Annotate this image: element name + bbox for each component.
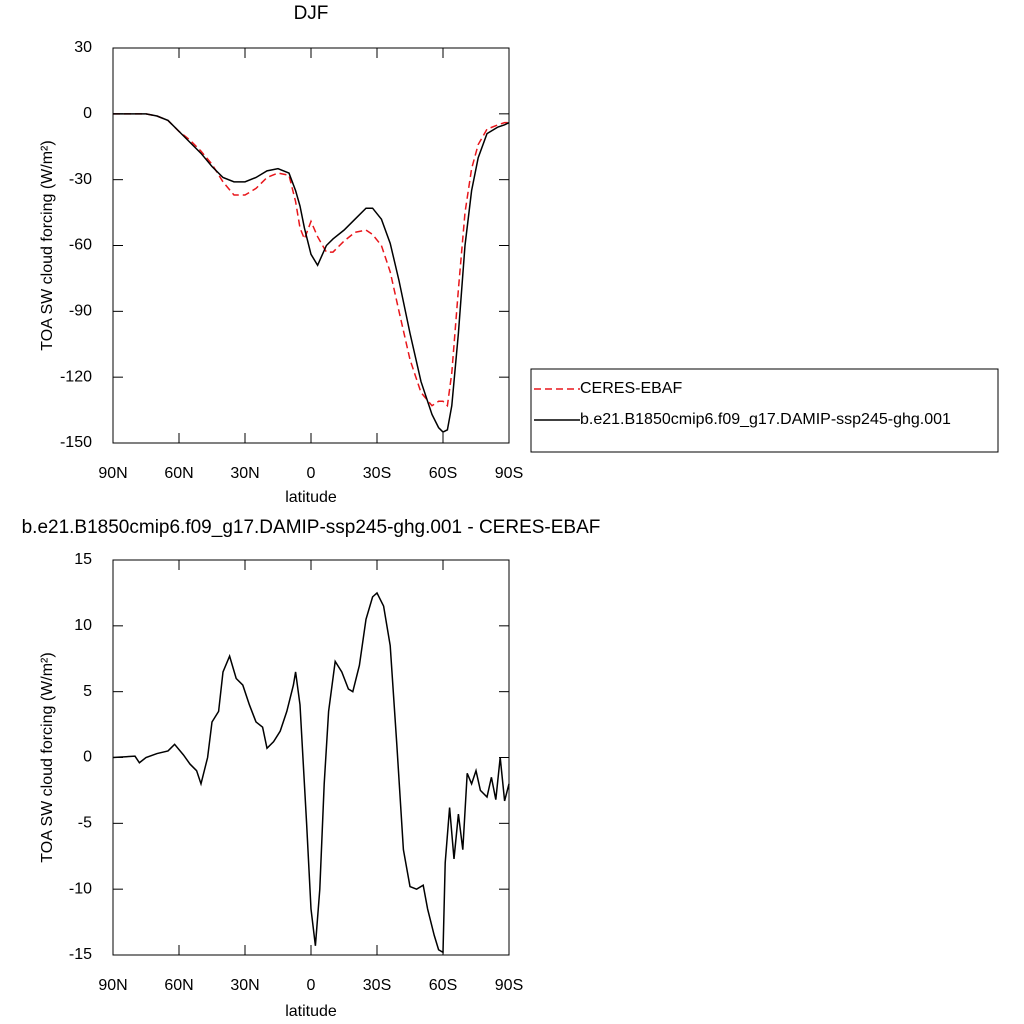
x-tick-label: 0 [307,465,316,482]
y-tick-label: -150 [60,434,92,451]
data-line [112,591,510,954]
legend-label: CERES-EBAF [580,380,682,397]
y-tick-label: -30 [69,171,92,188]
y-axis-label: TOA SW cloud forcing (W/m²) [39,140,56,350]
y-tick-label: -90 [69,303,92,320]
legend-box [530,368,999,453]
x-tick-label: 90N [98,465,127,482]
data-line [113,113,509,408]
y-tick-label: 10 [74,617,92,634]
y-tick-label: 0 [83,105,92,122]
y-tick-label: 30 [74,39,92,56]
y-tick-label: -120 [60,368,92,385]
x-tick-label: 60S [429,465,457,482]
chart-title: DJF [294,3,329,24]
legend-label: b.e21.B1850cmip6.f09_g17.DAMIP-ssp245-gh… [580,411,951,428]
y-tick-label: -60 [69,237,92,254]
x-tick-label: 90S [495,977,523,994]
x-tick-label: 30S [363,465,391,482]
chart-title: b.e21.B1850cmip6.f09_g17.DAMIP-ssp245-gh… [22,517,601,538]
x-axis-label: latitude [285,1003,337,1020]
y-axis-label: TOA SW cloud forcing (W/m²) [39,652,56,862]
data-line [113,113,510,433]
x-tick-label: 30S [363,977,391,994]
y-tick-label: 5 [83,683,92,700]
x-tick-label: 0 [307,977,316,994]
x-tick-label: 90N [98,977,127,994]
x-tick-label: 60N [164,977,193,994]
plot-frame [112,559,510,956]
x-tick-label: 60S [429,977,457,994]
x-tick-label: 30N [230,465,259,482]
x-tick-label: 60N [164,465,193,482]
x-tick-label: 30N [230,977,259,994]
y-tick-label: -5 [78,815,92,832]
x-tick-label: 90S [495,465,523,482]
y-tick-label: 15 [74,551,92,568]
y-tick-label: -15 [69,946,92,963]
plot-frame [112,47,510,444]
x-axis-label: latitude [285,489,337,506]
y-tick-label: -10 [69,880,92,897]
y-tick-label: 0 [83,749,92,766]
